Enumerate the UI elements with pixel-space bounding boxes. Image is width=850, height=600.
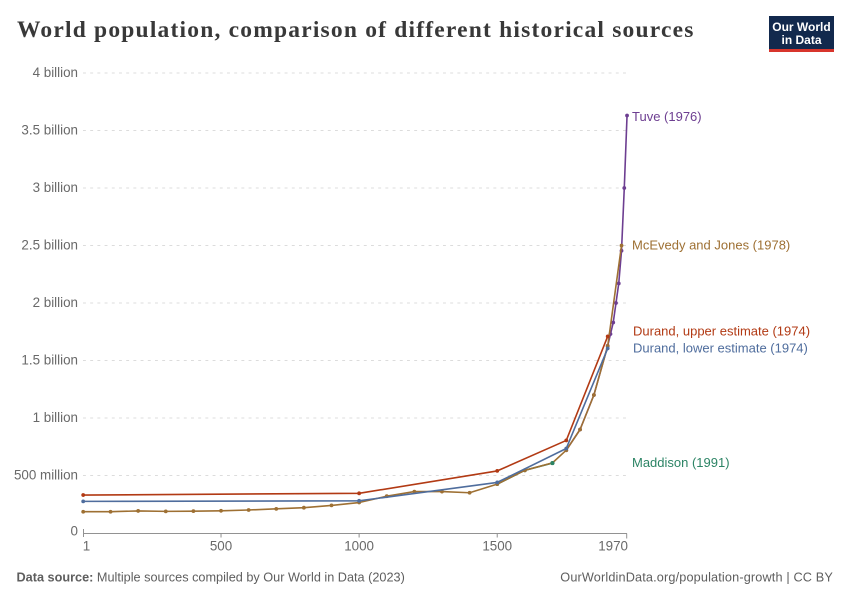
svg-text:Durand, lower estimate (1974): Durand, lower estimate (1974)	[633, 340, 808, 355]
svg-text:500 million: 500 million	[14, 468, 78, 483]
svg-text:3.5 billion: 3.5 billion	[21, 123, 78, 138]
svg-text:Durand, upper estimate (1974): Durand, upper estimate (1974)	[633, 323, 810, 338]
svg-text:0: 0	[71, 524, 78, 539]
svg-text:500: 500	[210, 539, 232, 554]
svg-text:Data source: Multiple sources: Data source: Multiple sources compiled b…	[17, 571, 405, 585]
svg-text:World population, comparison o: World population, comparison of differen…	[17, 17, 695, 43]
svg-text:2.5 billion: 2.5 billion	[21, 238, 78, 253]
svg-text:1: 1	[83, 539, 90, 554]
svg-text:OurWorldinData.org/population-: OurWorldinData.org/population-growth | C…	[560, 571, 833, 585]
svg-text:3 billion: 3 billion	[33, 180, 78, 195]
svg-text:1 billion: 1 billion	[33, 410, 78, 425]
svg-text:1500: 1500	[482, 539, 512, 554]
svg-text:McEvedy and Jones (1978): McEvedy and Jones (1978)	[632, 238, 790, 253]
svg-text:1000: 1000	[344, 539, 374, 554]
svg-text:in Data: in Data	[781, 33, 821, 47]
svg-text:1970: 1970	[598, 539, 628, 554]
svg-text:2 billion: 2 billion	[33, 295, 78, 310]
svg-text:1.5 billion: 1.5 billion	[21, 353, 78, 368]
svg-text:4 billion: 4 billion	[33, 65, 78, 80]
svg-text:Maddison (1991): Maddison (1991)	[632, 455, 730, 470]
svg-text:Tuve (1976): Tuve (1976)	[632, 109, 702, 124]
svg-text:Our World: Our World	[772, 20, 830, 34]
